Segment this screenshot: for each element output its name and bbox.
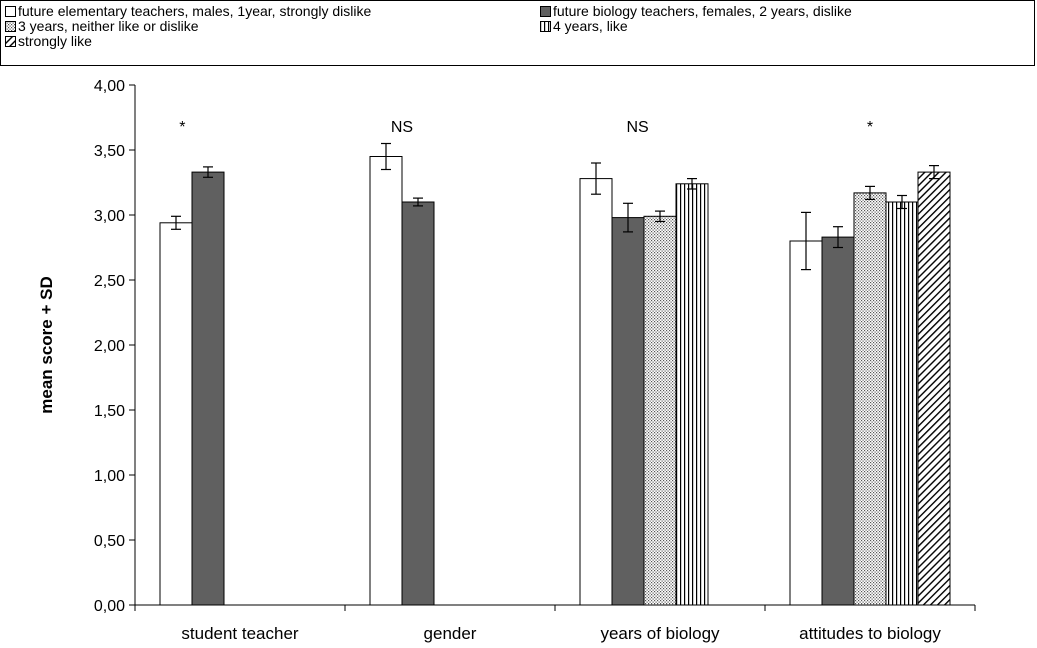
legend-swatch-dotted-icon xyxy=(5,20,16,32)
legend-swatch-vertical-icon xyxy=(540,20,551,32)
y-tick-label: 3,50 xyxy=(94,143,125,160)
bar xyxy=(643,215,677,606)
legend-label-1: future elementary teachers, males, 1year… xyxy=(18,3,372,19)
bar xyxy=(611,217,645,606)
bar xyxy=(579,178,613,606)
bar xyxy=(853,192,887,606)
legend-item-2: future biology teachers, females, 2 year… xyxy=(540,3,852,19)
legend-item-3: 3 years, neither like or dislike xyxy=(5,18,199,34)
bar xyxy=(885,201,919,606)
y-tick-label: 4,00 xyxy=(94,78,125,95)
bar xyxy=(159,222,193,606)
significance-label: * xyxy=(179,119,185,136)
y-tick-label: 0,50 xyxy=(94,533,125,550)
legend-swatch-diagonal-icon xyxy=(5,35,16,47)
legend-swatch-white-icon xyxy=(5,5,16,17)
bar xyxy=(369,156,403,606)
significance-label: NS xyxy=(626,119,648,136)
x-category-label: years of biology xyxy=(600,624,720,643)
bar xyxy=(917,171,951,606)
legend-label-2: future biology teachers, females, 2 year… xyxy=(553,3,852,19)
legend-label-3: 3 years, neither like or dislike xyxy=(18,18,199,34)
legend: future elementary teachers, males, 1year… xyxy=(0,0,1035,66)
y-axis-title: mean score + SD xyxy=(37,276,56,414)
x-category-label: gender xyxy=(424,624,477,643)
y-tick-label: 2,00 xyxy=(94,338,125,355)
x-category-label: attitudes to biology xyxy=(799,624,941,643)
significance-label: * xyxy=(867,119,873,136)
significance-label: NS xyxy=(391,119,413,136)
legend-item-5: strongly like xyxy=(5,33,92,49)
bar xyxy=(675,183,709,606)
legend-label-4: 4 years, like xyxy=(553,18,628,34)
bar xyxy=(821,236,855,606)
legend-label-5: strongly like xyxy=(18,33,92,49)
legend-swatch-gray-icon xyxy=(540,5,551,17)
bars xyxy=(159,142,951,606)
bar xyxy=(789,240,823,606)
bar xyxy=(401,201,435,606)
y-tick-label: 0,00 xyxy=(94,598,125,615)
y-tick-label: 1,00 xyxy=(94,468,125,485)
y-tick-label: 3,00 xyxy=(94,208,125,225)
legend-item-1: future elementary teachers, males, 1year… xyxy=(5,3,371,19)
y-tick-label: 1,50 xyxy=(94,403,125,420)
y-tick-label: 2,50 xyxy=(94,273,125,290)
bar xyxy=(191,171,225,606)
legend-item-4: 4 years, like xyxy=(540,18,628,34)
x-category-label: student teacher xyxy=(181,624,299,643)
labels: 0,00 0,50 1,00 1,50 2,00 2,50 3,00 3,50 4,00 mean… xyxy=(37,78,941,643)
